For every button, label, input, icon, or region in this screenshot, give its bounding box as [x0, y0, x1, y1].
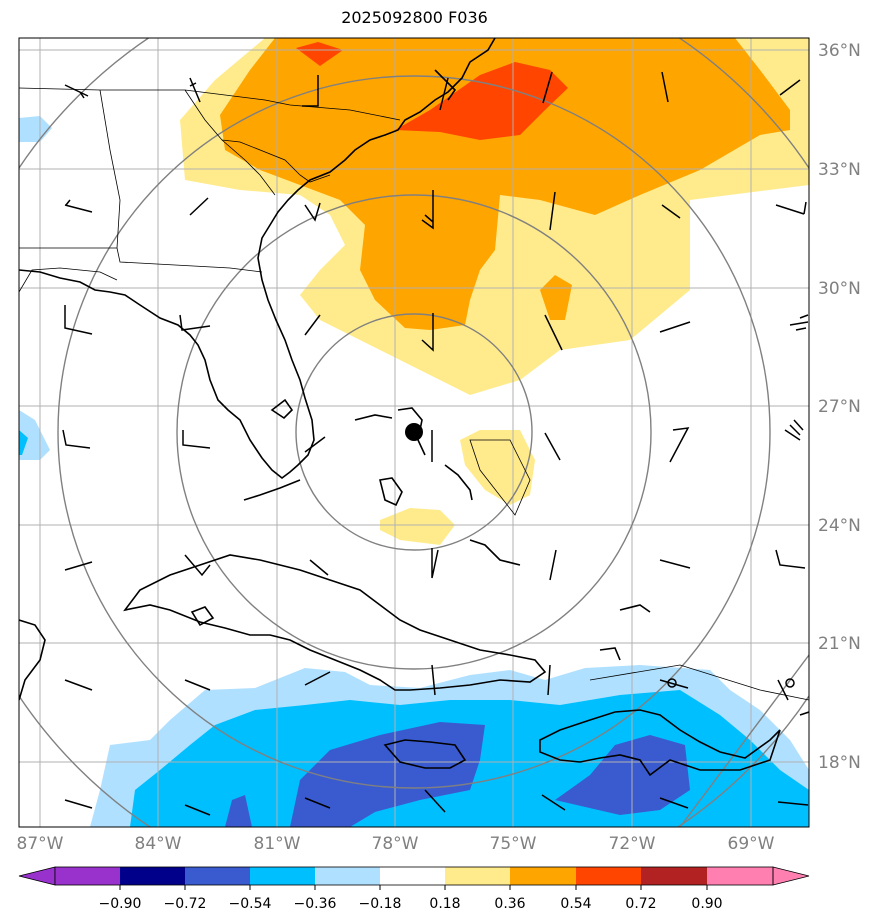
- isle-of-youth: [190, 606, 215, 627]
- us-east-coast: [19, 38, 496, 480]
- station-markers: [667, 678, 795, 688]
- royal-blue-region-2: [555, 735, 690, 815]
- lon-label: 84°W: [135, 834, 182, 854]
- yucatan: [19, 619, 46, 701]
- orange-region: [220, 38, 790, 330]
- lat-label: 24°N: [818, 516, 861, 536]
- lake-okeechobee: [270, 398, 294, 420]
- andros: [379, 477, 403, 507]
- lon-label: 75°W: [490, 834, 537, 854]
- royal-blue-region-3: [225, 795, 252, 827]
- colorbar-tick-label: −0.72: [164, 896, 207, 912]
- royal-blue-region-1: [290, 722, 485, 827]
- graticule: [19, 38, 809, 827]
- colorbar-tick-label: 0.90: [691, 896, 722, 912]
- colorbar-segment: [380, 867, 445, 885]
- keys: [243, 479, 301, 501]
- map-frame: [18, 37, 810, 828]
- colorbar-segment: [707, 867, 773, 885]
- colorbar-segment: [445, 867, 510, 885]
- yellow-blob-east: [460, 430, 535, 505]
- colorbar-segment: [55, 867, 120, 885]
- colorbar-tick-label: −0.36: [294, 896, 337, 912]
- map-title: 2025092800 F036: [341, 8, 488, 27]
- colorbar-extend-low: [18, 866, 56, 886]
- colorbar-segment: [641, 867, 707, 885]
- hispaniola: [539, 709, 781, 777]
- colorbar-tick-label: −0.54: [229, 896, 272, 912]
- coastlines: [19, 38, 809, 777]
- wind-barbs: [62, 71, 809, 816]
- colorbar-outline: [54, 866, 774, 886]
- latitude-labels: 36°N 33°N 30°N 27°N 24°N 21°N 18°N: [818, 41, 861, 773]
- inagua: [599, 647, 621, 661]
- yellow-blob-south: [380, 508, 455, 545]
- negative-shading: [19, 116, 809, 827]
- colorbar-segment: [120, 867, 185, 885]
- colorbar-tick-label: 0.72: [625, 896, 656, 912]
- positive-shading: [180, 38, 809, 545]
- caicos: [619, 604, 651, 613]
- orange-red-blob-north: [296, 42, 343, 66]
- colorbar-extend-high: [772, 866, 810, 886]
- colorbar-segment: [185, 867, 250, 885]
- pale-blue-west-2: [19, 410, 50, 460]
- lat-label: 33°N: [818, 160, 861, 180]
- orange-red-region: [395, 62, 568, 140]
- sky-blue-west: [19, 430, 28, 455]
- grand-bahama: [354, 414, 393, 421]
- eleuthera: [444, 464, 473, 501]
- colorbar-segment: [315, 867, 380, 885]
- station-marker-2: [785, 678, 795, 688]
- lat-label: 30°N: [818, 279, 861, 299]
- lat-label: 21°N: [818, 634, 861, 654]
- colorbar-segment: [510, 867, 576, 885]
- lon-label: 72°W: [609, 834, 656, 854]
- longitude-labels: 87°W 84°W 81°W 78°W 75°W 72°W 69°W: [17, 834, 775, 854]
- colorbar-tick-label: −0.18: [359, 896, 402, 912]
- station-marker-1: [667, 678, 677, 688]
- colorbar-tick-label: 0.54: [560, 896, 591, 912]
- jamaica: [383, 739, 467, 769]
- lon-label: 69°W: [728, 834, 775, 854]
- storm-center-marker: [405, 423, 423, 441]
- colorbar-segment: [576, 867, 641, 885]
- colorbar: −0.90 −0.72 −0.54 −0.36 −0.18 0.18 0.36 …: [18, 866, 810, 912]
- cuba: [123, 554, 547, 691]
- lon-label: 87°W: [17, 834, 64, 854]
- orange-blob-south: [540, 275, 572, 320]
- colorbar-tick-label: 0.36: [494, 896, 525, 912]
- colorbar-tick-label: −0.90: [99, 896, 142, 912]
- outer-banks: [434, 69, 457, 101]
- lat-label: 18°N: [818, 753, 861, 773]
- state-borders: [19, 87, 809, 701]
- lat-label: 36°N: [818, 41, 861, 61]
- lon-label: 78°W: [372, 834, 419, 854]
- exuma: [469, 539, 521, 566]
- lon-label: 81°W: [254, 834, 301, 854]
- colorbar-tick-label: 0.18: [429, 896, 460, 912]
- abaco: [397, 407, 426, 456]
- lat-label: 27°N: [818, 397, 861, 417]
- colorbar-segment: [250, 867, 315, 885]
- puerto-rico-edge: [799, 711, 809, 716]
- pale-blue-west-1: [19, 116, 52, 142]
